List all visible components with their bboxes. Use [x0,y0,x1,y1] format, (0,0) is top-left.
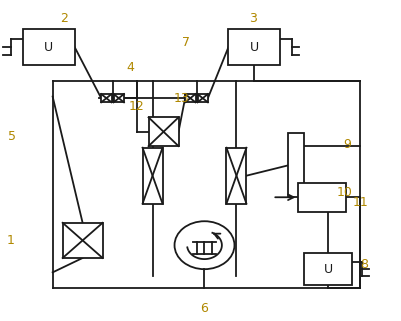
Text: 2: 2 [60,12,68,25]
Text: 6: 6 [200,302,209,315]
Bar [23,30,75,65]
Text: 13: 13 [173,92,189,105]
Text: 1: 1 [7,234,14,247]
Bar [113,94,124,102]
Text: 9: 9 [343,138,350,151]
Bar [198,94,208,102]
Text: 8: 8 [360,258,369,271]
Text: 4: 4 [127,61,134,74]
Text: 10: 10 [336,186,352,199]
Text: 12: 12 [129,100,144,113]
Text: U: U [324,263,333,276]
Bar [298,183,346,212]
Bar [148,117,178,146]
Bar [63,223,103,258]
Text: U: U [44,40,53,54]
Bar [227,148,247,204]
Text: 5: 5 [8,130,16,143]
Text: 11: 11 [353,196,369,209]
Text: U: U [250,40,259,54]
Text: 3: 3 [249,12,257,25]
Bar [304,253,352,285]
Bar [288,133,304,197]
Bar [185,94,196,102]
Text: 7: 7 [182,36,190,49]
Bar [101,94,111,102]
Bar [229,30,280,65]
Bar [143,148,162,204]
